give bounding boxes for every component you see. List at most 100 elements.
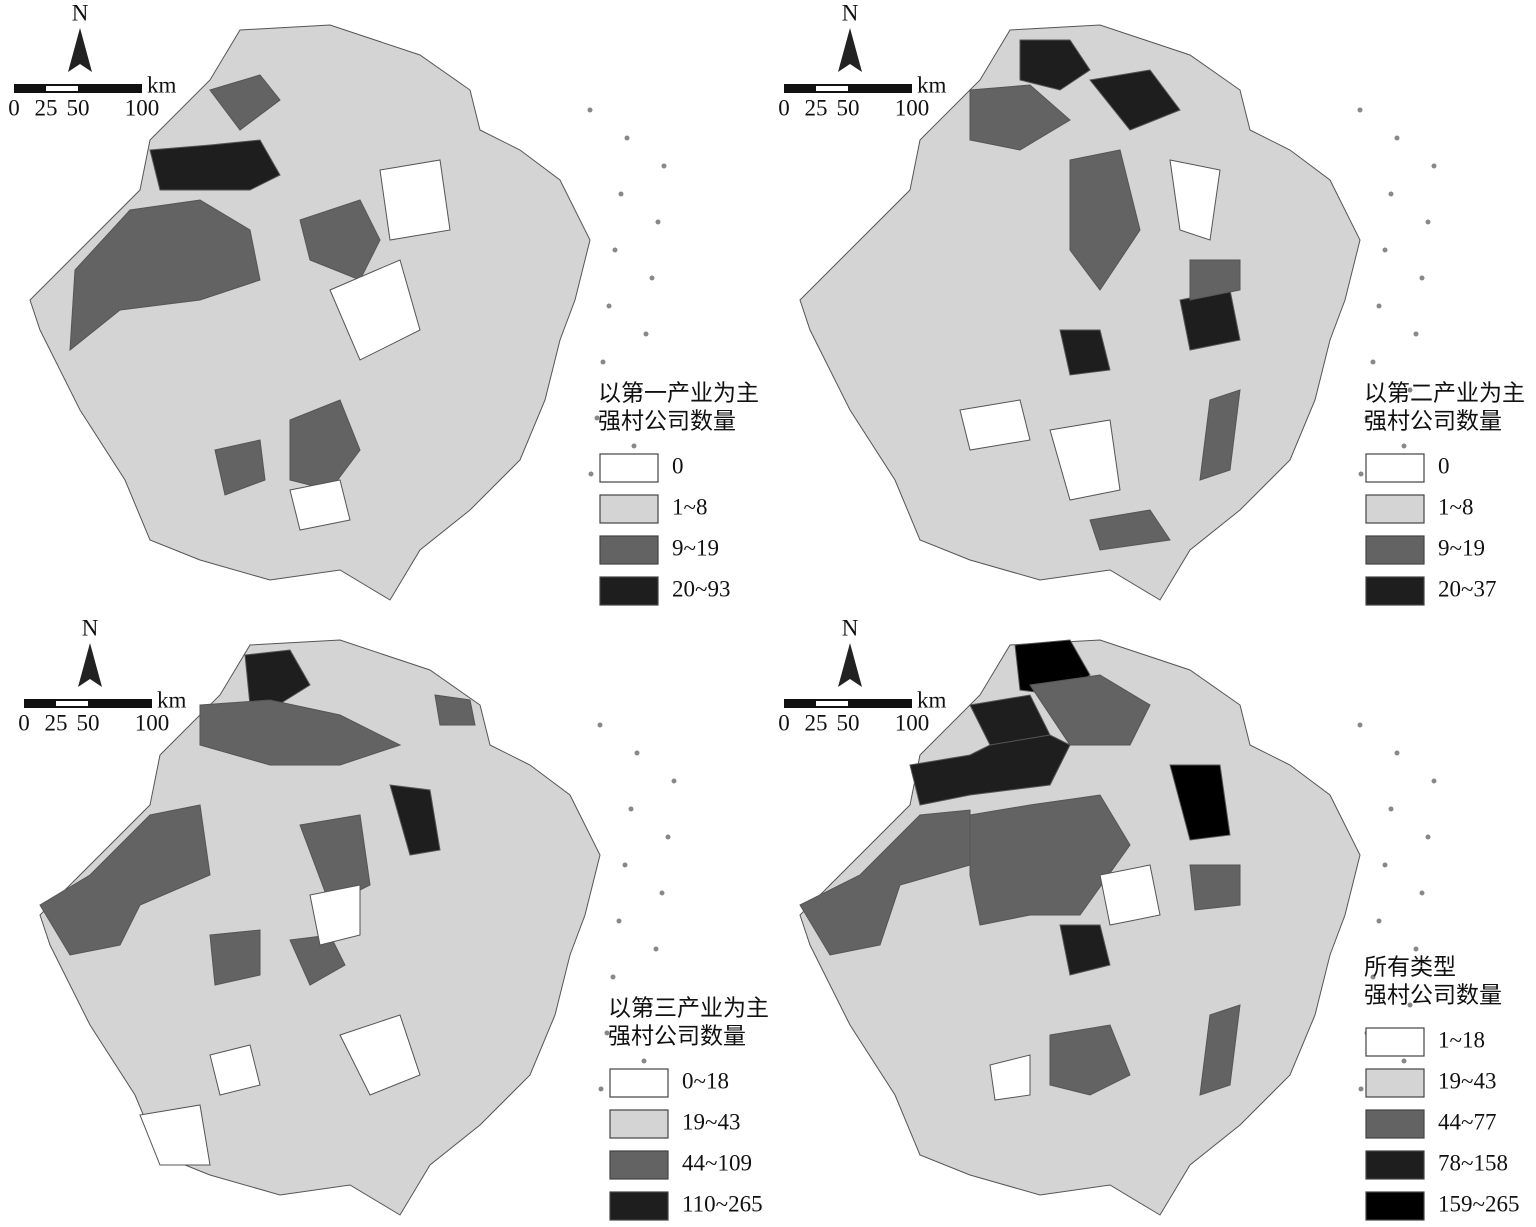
legend-swatch	[599, 453, 659, 483]
district	[969, 794, 1131, 926]
district	[209, 929, 261, 986]
scale-label: 100	[895, 95, 930, 120]
island	[1407, 387, 1413, 393]
legend-label: 9~19	[672, 535, 719, 560]
legend-swatch	[599, 494, 659, 524]
legend-title: 强村公司数量	[608, 1023, 746, 1048]
scale-unit: km	[157, 687, 187, 712]
district	[244, 649, 311, 711]
district	[1089, 509, 1171, 551]
north-label: N	[72, 0, 89, 25]
island	[1382, 247, 1388, 253]
scale-label: 0	[8, 95, 20, 120]
district	[209, 74, 281, 131]
north-label: N	[842, 615, 859, 640]
legend-label: 1~8	[672, 494, 707, 519]
island	[637, 387, 643, 393]
island	[606, 303, 612, 309]
legend-title: 所有类型	[1364, 954, 1456, 979]
scale-label: 0	[18, 710, 30, 735]
island	[1376, 303, 1382, 309]
island	[1358, 471, 1364, 477]
district	[289, 479, 351, 531]
island	[628, 806, 634, 812]
district	[1059, 924, 1111, 976]
legend-title: 强村公司数量	[598, 408, 736, 433]
district	[149, 139, 281, 191]
legend-swatch	[1365, 576, 1425, 606]
island	[604, 1030, 610, 1036]
island	[1413, 946, 1419, 952]
island	[1357, 722, 1363, 728]
legend-swatch	[609, 1109, 669, 1139]
district	[309, 884, 361, 946]
island	[588, 471, 594, 477]
district	[339, 1014, 421, 1096]
scale-bar-segment	[816, 86, 848, 91]
legend-title: 以第一产业为主	[598, 380, 759, 405]
district	[959, 399, 1031, 451]
island	[659, 890, 665, 896]
district	[909, 724, 1071, 806]
island	[1401, 1058, 1407, 1064]
legend-swatch	[1365, 1150, 1425, 1180]
scale-label: 50	[67, 95, 90, 120]
island	[643, 331, 649, 337]
district	[1049, 1024, 1131, 1096]
island	[1401, 443, 1407, 449]
province-outline	[799, 24, 1361, 601]
district	[1029, 674, 1151, 746]
island	[1425, 219, 1431, 225]
island	[618, 191, 624, 197]
district	[1189, 259, 1241, 301]
district	[209, 1044, 261, 1096]
legend-label: 44~77	[1438, 1109, 1496, 1134]
legend-swatch	[609, 1150, 669, 1180]
legend-label: 44~109	[682, 1150, 752, 1175]
island	[1431, 778, 1437, 784]
district	[1179, 289, 1241, 351]
district	[1199, 389, 1241, 481]
legend-label: 78~158	[1438, 1150, 1508, 1175]
legend-label: 0	[1438, 453, 1450, 478]
scale-bar-segment	[816, 701, 848, 706]
legend-swatch	[1365, 1068, 1425, 1098]
scale-label: 50	[77, 710, 100, 735]
island	[649, 275, 655, 281]
island	[1388, 191, 1394, 197]
island	[1407, 1002, 1413, 1008]
island	[612, 247, 618, 253]
scale-label: 50	[837, 710, 860, 735]
north-arrow	[838, 643, 862, 687]
island	[661, 163, 667, 169]
island	[1419, 275, 1425, 281]
scale-label: 25	[805, 710, 828, 735]
district	[1169, 159, 1221, 241]
legend-label: 159~265	[1438, 1191, 1519, 1216]
north-arrow	[838, 28, 862, 72]
legend-label: 0	[672, 453, 684, 478]
island	[1419, 890, 1425, 896]
island	[647, 1002, 653, 1008]
island	[598, 1086, 604, 1092]
island	[610, 974, 616, 980]
legend-label: 1~8	[1438, 494, 1473, 519]
island	[641, 1058, 647, 1064]
island	[1358, 1086, 1364, 1092]
island	[671, 778, 677, 784]
island	[597, 722, 603, 728]
legend-title: 强村公司数量	[1364, 982, 1502, 1007]
district	[989, 1054, 1031, 1101]
island	[622, 862, 628, 868]
island	[1394, 135, 1400, 141]
scale-label: 100	[125, 95, 160, 120]
north-arrow	[78, 643, 102, 687]
district	[289, 399, 361, 491]
legend-swatch	[1365, 1109, 1425, 1139]
district	[1059, 329, 1111, 376]
legend-swatch	[1365, 1191, 1425, 1221]
